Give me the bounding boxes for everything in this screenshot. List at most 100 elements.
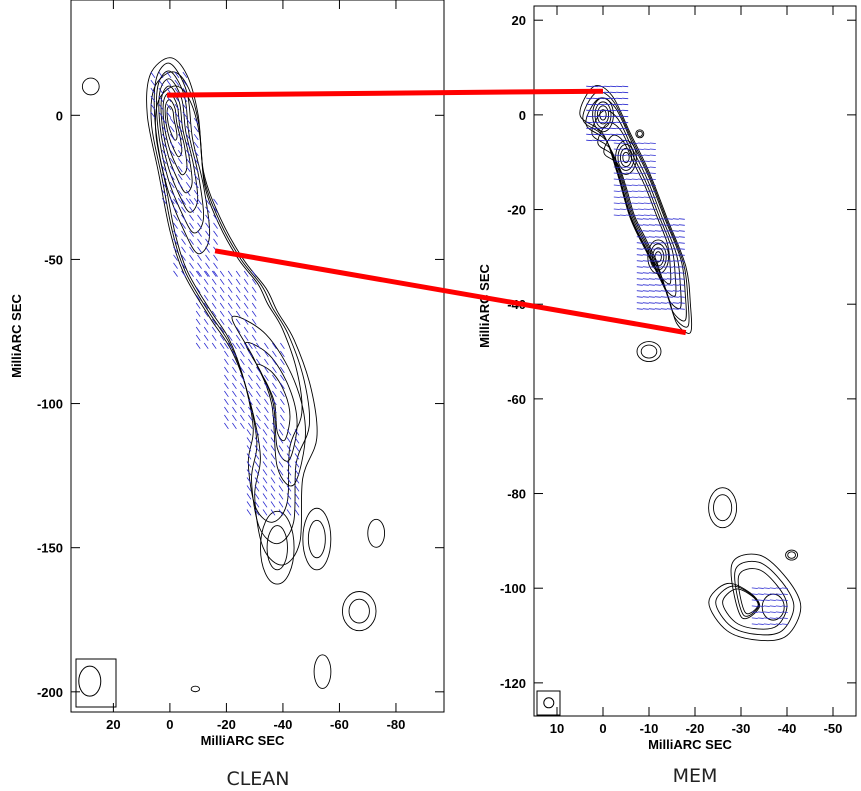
- clean-pol-vector: [158, 111, 164, 119]
- clean-pol-vector: [235, 310, 241, 317]
- mem-pol-vector: [660, 236, 667, 238]
- mem-pol-vector: [648, 278, 655, 280]
- clean-pol-vector: [173, 262, 178, 269]
- clean-pol-vector: [195, 326, 201, 333]
- mem-pol-vector: [666, 260, 673, 262]
- mem-pol-vector: [648, 284, 655, 286]
- clean-pol-vector: [185, 197, 191, 205]
- mem-knot-contour: [647, 239, 670, 275]
- clean-pol-vector: [235, 334, 241, 341]
- mem-pol-vector: [769, 587, 776, 589]
- mem-pol-vector: [648, 242, 655, 244]
- mem-pol-vector: [751, 617, 758, 619]
- clean-blob-contour: [81, 77, 100, 96]
- mem-knot-contour: [617, 144, 635, 171]
- clean-pol-vector: [185, 157, 191, 165]
- mem-pol-vector: [613, 178, 620, 180]
- mem-pol-vector: [654, 260, 661, 262]
- clean-pol-vector: [240, 390, 245, 398]
- clean-pol-vector: [254, 437, 260, 444]
- clean-pol-vector: [161, 181, 167, 189]
- clean-pol-vector: [224, 406, 229, 414]
- mem-pol-vector: [643, 214, 650, 216]
- clean-pol-vector: [219, 334, 225, 341]
- clean-pol-vector: [195, 318, 201, 325]
- clean-pol-vector: [232, 366, 237, 374]
- clean-pol-vector: [211, 318, 217, 325]
- mem-pol-vector: [598, 85, 605, 88]
- mem-y-tick-label: -100: [500, 581, 526, 596]
- mem-pol-vector: [619, 202, 626, 204]
- mem-pol-vector: [649, 148, 656, 150]
- mem-pol-vector: [642, 296, 649, 298]
- clean-pol-vector: [278, 437, 284, 444]
- clean-pol-vector: [240, 398, 245, 406]
- mem-pol-vector: [642, 272, 649, 274]
- clean-pol-vector: [161, 165, 167, 173]
- mem-pol-vector: [678, 296, 685, 298]
- clean-pol-vector: [150, 111, 156, 119]
- clean-pol-vector: [262, 429, 268, 436]
- clean-x-tick-label: 0: [166, 717, 173, 732]
- clean-pol-vector: [254, 509, 260, 516]
- clean-pol-vector: [251, 318, 257, 325]
- mem-pol-vector: [775, 623, 782, 625]
- clean-pol-vector: [294, 485, 300, 492]
- clean-pol-vector: [169, 165, 175, 173]
- mem-pol-vector: [775, 599, 782, 601]
- clean-pol-vector: [193, 125, 199, 133]
- mem-pol-vector: [586, 85, 593, 88]
- mem-pol-vector: [649, 154, 656, 156]
- clean-pol-vector: [256, 382, 261, 390]
- mem-pol-vector: [625, 178, 632, 180]
- clean-pol-vector: [195, 310, 201, 317]
- clean-pol-vector: [213, 270, 218, 277]
- mem-pol-vector: [763, 599, 770, 601]
- clean-pol-vector: [280, 398, 285, 406]
- mem-pol-vector: [619, 190, 626, 192]
- clean-pol-vector: [219, 302, 225, 309]
- clean-pol-vector: [197, 270, 202, 277]
- clean-pol-vector: [189, 222, 194, 229]
- clean-pol-vector: [248, 358, 253, 366]
- clean-pol-vector: [240, 374, 245, 382]
- mem-pol-vector: [616, 85, 623, 88]
- clean-pol-vector: [243, 302, 249, 309]
- mem-pol-vector: [631, 178, 638, 180]
- clean-pol-vector: [169, 117, 175, 125]
- clean-blob-contour: [302, 507, 332, 571]
- clean-pol-vector: [262, 485, 268, 492]
- clean-pol-vector: [224, 414, 229, 422]
- mem-blob-contour: [640, 344, 658, 359]
- mem-blob-contour: [635, 129, 645, 139]
- clean-pol-vector: [286, 493, 292, 500]
- clean-pol-vector: [224, 350, 229, 358]
- mem-pol-vector: [625, 208, 632, 210]
- clean-pol-vector: [246, 501, 252, 508]
- clean-pol-vector: [205, 254, 210, 261]
- mem-pol-vector: [672, 266, 679, 268]
- mem-pol-vector: [636, 254, 643, 256]
- clean-pol-vector: [248, 342, 253, 350]
- clean-pol-vector: [270, 477, 276, 484]
- mem-blob-contour: [636, 341, 662, 362]
- mem-pol-vector: [660, 248, 667, 250]
- clean-pol-vector: [185, 149, 191, 157]
- clean-pol-vector: [246, 453, 252, 460]
- clean-pol-vector: [264, 422, 269, 430]
- clean-pol-vector: [240, 382, 245, 390]
- clean-pol-vector: [248, 414, 253, 422]
- mem-pol-vector: [625, 148, 632, 150]
- mem-pol-vector: [619, 160, 626, 162]
- mem-pol-vector: [763, 587, 770, 589]
- mem-pol-vector: [637, 196, 644, 198]
- clean-pol-vector: [211, 270, 217, 277]
- clean-pol-vector: [189, 254, 194, 261]
- clean-pol-vector: [177, 117, 183, 125]
- clean-panel: 20 0 -20 -40 -60 -80 0 -50 -100 -150 -200 MilliARC …: [9, 0, 445, 748]
- mem-pol-vector: [613, 208, 620, 210]
- clean-pol-vector: [213, 206, 218, 213]
- clean-pol-vector: [235, 278, 241, 285]
- mem-pol-vector: [775, 587, 782, 589]
- clean-pol-vector: [294, 493, 300, 500]
